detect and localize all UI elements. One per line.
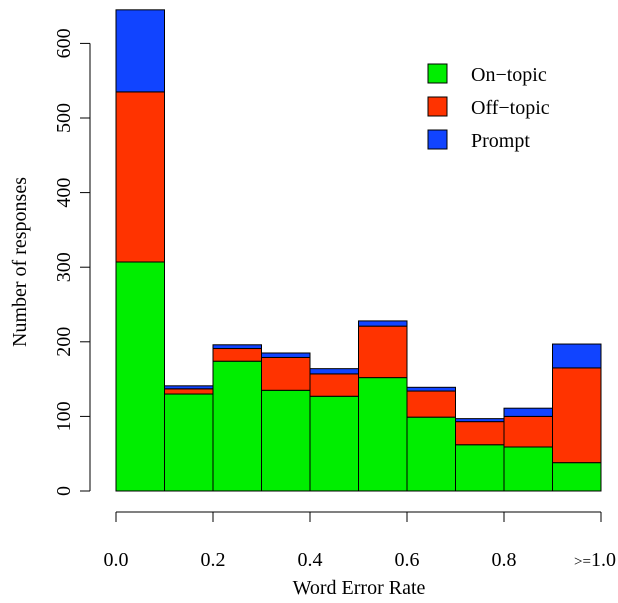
- bar-on-topic-1: [164, 393, 214, 492]
- bar-prompt-6: [406, 386, 456, 392]
- bar-off-topic-4: [309, 373, 359, 397]
- y-axis: 0 100 200 300 400 500 600: [53, 28, 91, 496]
- x-tick-label: 0.4: [298, 549, 323, 571]
- bar-prompt-4: [309, 368, 359, 375]
- x-tick-label: 0.2: [201, 549, 226, 571]
- x-tick-value: 1.0: [591, 549, 616, 571]
- legend: On−topic Off−topic Prompt: [427, 63, 550, 152]
- x-axis-title: Word Error Rate: [293, 577, 426, 599]
- bar-off-topic-2: [212, 348, 262, 362]
- bar-on-topic-8: [503, 446, 553, 492]
- x-tick-label: >=1.0: [574, 549, 616, 571]
- y-tick-label: 300: [53, 252, 75, 282]
- y-tick-label: 600: [53, 28, 75, 58]
- bar-off-topic-3: [261, 356, 311, 391]
- x-tick-label: 0.0: [104, 549, 129, 571]
- y-axis-title: Number of responses: [9, 177, 31, 347]
- bar-prompt-1: [164, 385, 214, 390]
- legend-label-0: On−topic: [471, 64, 547, 86]
- bar-off-topic-0: [115, 91, 165, 263]
- bar-on-topic-9: [552, 462, 602, 492]
- bar-off-topic-1: [164, 388, 214, 395]
- bar-prompt-9: [552, 343, 602, 369]
- bar-off-topic-9: [552, 367, 602, 464]
- bar-prompt-2: [212, 344, 262, 350]
- legend-label-2: Prompt: [471, 130, 530, 152]
- bars-layer: [115, 9, 602, 492]
- bar-off-topic-5: [358, 325, 408, 379]
- x-axis: 0.0 0.2 0.4 0.6 0.8 >=1.0: [104, 511, 616, 571]
- bar-prompt-3: [261, 352, 311, 358]
- bar-on-topic-2: [212, 360, 262, 492]
- y-tick-label: 400: [53, 178, 75, 208]
- bar-on-topic-7: [455, 444, 505, 492]
- bar-prompt-0: [115, 9, 165, 93]
- y-tick-label: 100: [53, 401, 75, 431]
- x-tick-prefix: >=: [574, 554, 591, 570]
- bar-on-topic-5: [358, 377, 408, 492]
- bar-prompt-7: [455, 418, 505, 423]
- bar-off-topic-7: [455, 421, 505, 446]
- legend-swatch-0: [427, 63, 448, 84]
- legend-swatch-1: [427, 96, 448, 117]
- x-tick-label: 0.8: [492, 549, 517, 571]
- y-tick-label: 500: [53, 103, 75, 133]
- x-tick-label: 0.6: [395, 549, 420, 571]
- y-tick-label: 200: [53, 327, 75, 357]
- bar-prompt-8: [503, 407, 553, 417]
- bar-prompt-5: [358, 320, 408, 327]
- bar-on-topic-3: [261, 389, 311, 492]
- bar-off-topic-8: [503, 415, 553, 448]
- bar-on-topic-6: [406, 416, 456, 492]
- bar-on-topic-0: [115, 261, 165, 492]
- legend-swatch-2: [427, 129, 448, 150]
- y-tick-label: 0: [53, 486, 75, 496]
- bar-off-topic-6: [406, 390, 456, 418]
- legend-label-1: Off−topic: [471, 97, 550, 119]
- bar-on-topic-4: [309, 395, 359, 492]
